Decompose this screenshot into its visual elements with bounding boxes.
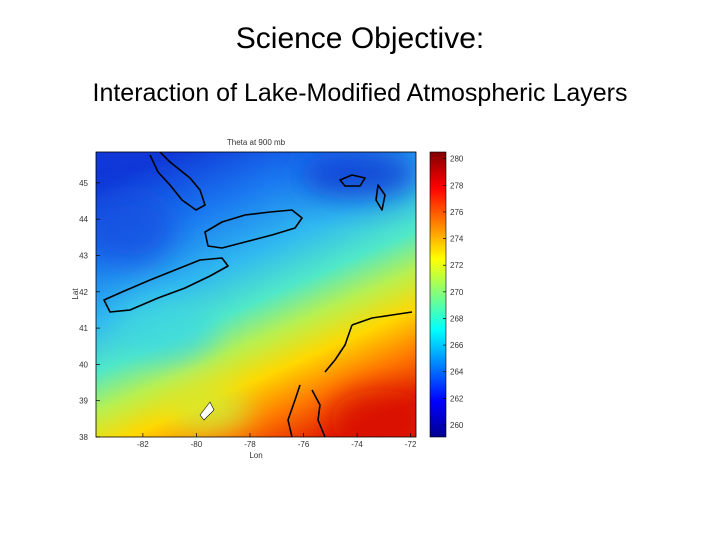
colorbar-tick-label: 266	[450, 341, 464, 350]
slide-title: Science Objective:	[236, 22, 484, 55]
colorbar-tick-label: 268	[450, 314, 464, 323]
y-tick-label: 43	[79, 251, 88, 260]
y-tick-label: 40	[79, 360, 88, 369]
x-tick-label: -74	[351, 440, 363, 449]
x-tick-label: -80	[191, 440, 203, 449]
colorbar-tick-label: 264	[450, 368, 464, 377]
x-tick-label: -82	[137, 440, 149, 449]
y-tick-label: 41	[79, 324, 88, 333]
y-tick-label: 42	[79, 288, 88, 297]
y-tick-label: 44	[79, 215, 88, 224]
field	[96, 152, 416, 437]
y-tick-label: 45	[79, 179, 88, 188]
x-axis-label: Lon	[249, 451, 262, 460]
slide-subtitle: Interaction of Lake-Modified Atmospheric…	[93, 79, 628, 107]
y-tick-label: 38	[79, 433, 88, 442]
colorbar-tick-label: 272	[450, 261, 464, 270]
x-tick-label: -78	[244, 440, 256, 449]
chart-title: Theta at 900 mb	[227, 138, 286, 147]
colorbar-tick-label: 274	[450, 235, 464, 244]
colorbar-tick-label: 260	[450, 421, 464, 430]
x-tick-label: -76	[298, 440, 310, 449]
colorbar-tick-label: 262	[450, 394, 464, 403]
colorbar-tick-label: 276	[450, 208, 464, 217]
colorbar	[429, 151, 447, 438]
x-tick-label: -72	[405, 440, 417, 449]
plot-frame	[95, 151, 417, 438]
y-tick-label: 39	[79, 397, 88, 406]
colorbar-tick-label: 278	[450, 181, 464, 190]
colorbar-tick-label: 270	[450, 288, 464, 297]
colorbar-tick-label: 280	[450, 155, 464, 164]
y-axis-label: Lat	[71, 288, 80, 300]
